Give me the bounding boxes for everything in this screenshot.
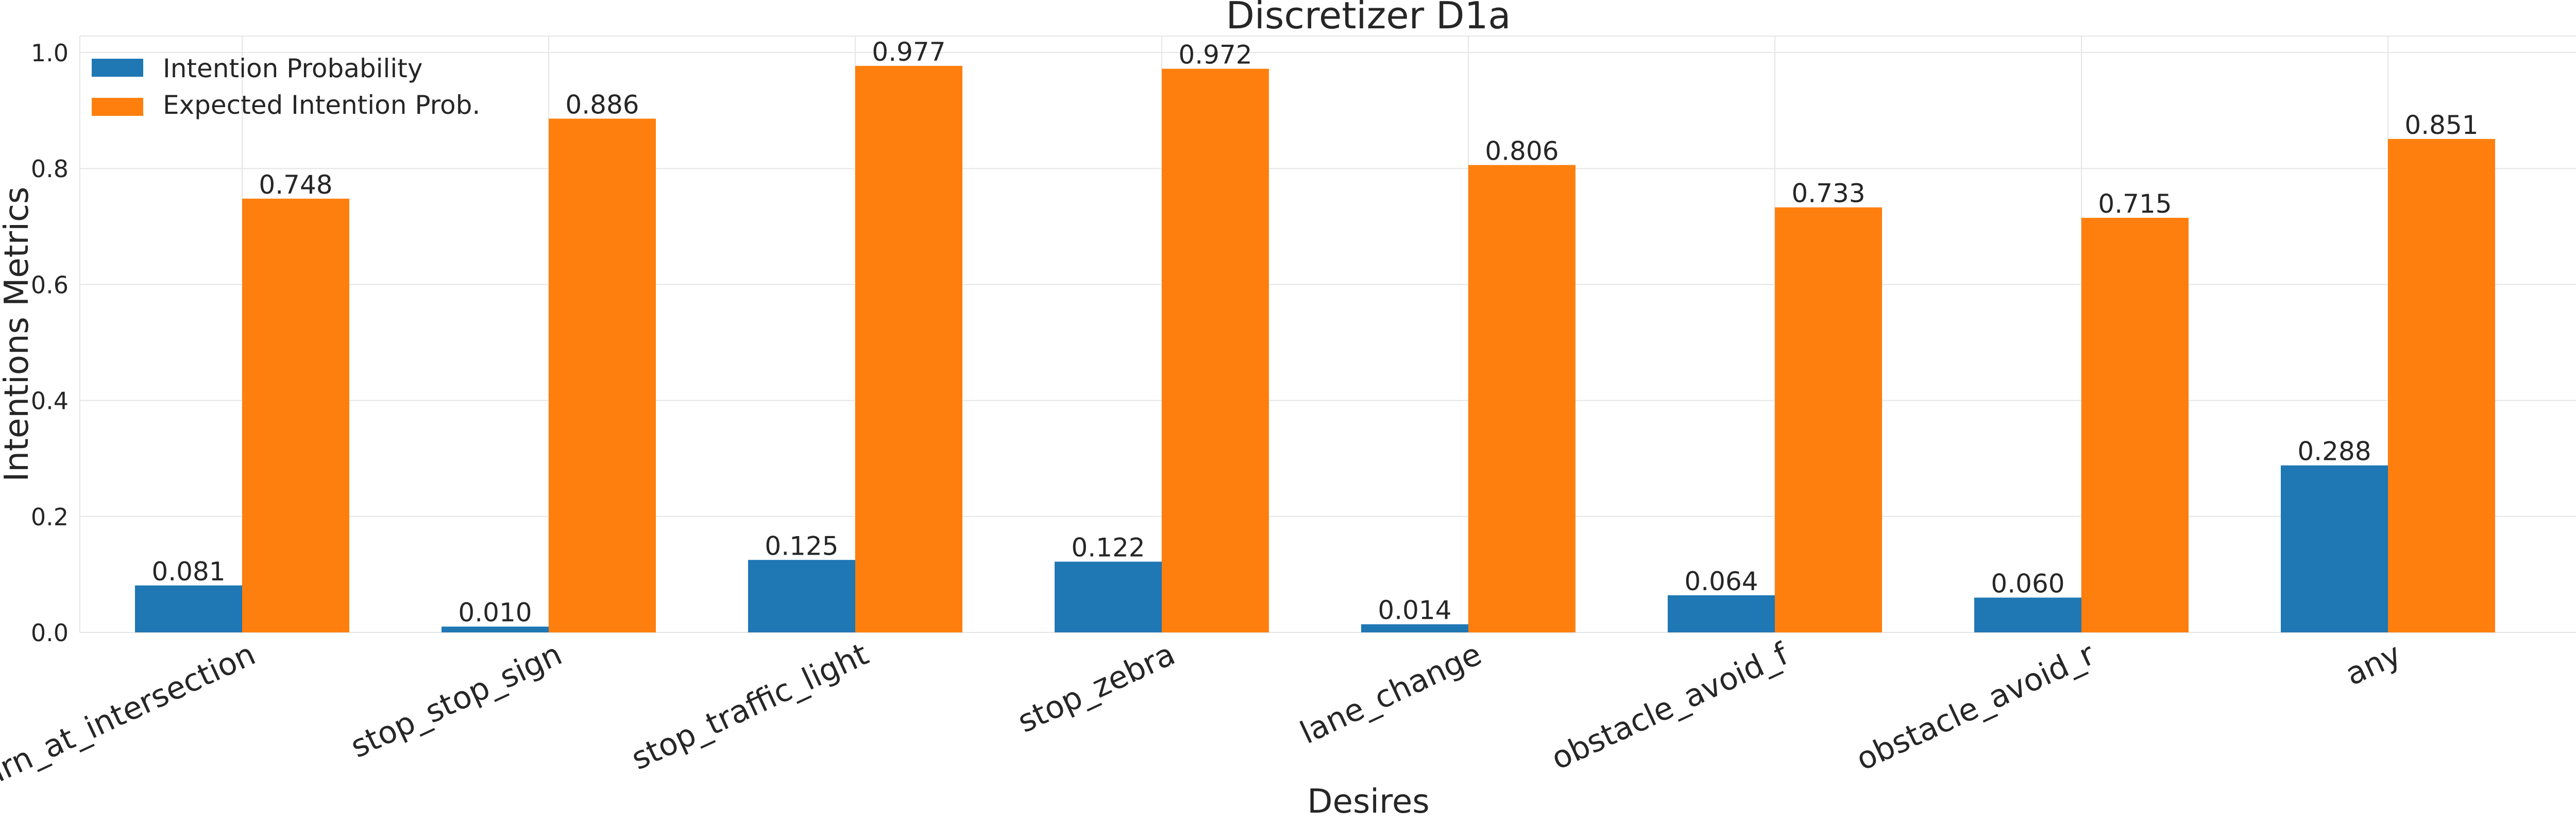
x-tick-label: lane_change xyxy=(1295,636,1487,751)
bar-value-label: 0.733 xyxy=(1791,179,1865,209)
x-tick-label: turn_at_intersection xyxy=(0,636,261,799)
bar-value-label: 0.288 xyxy=(2297,437,2371,467)
bar-value-label: 0.748 xyxy=(259,170,332,200)
legend-label-intention-probability: Intention Probability xyxy=(163,54,422,83)
legend: Intention Probability Expected Intention… xyxy=(92,54,480,120)
bar-expected-intention-prob xyxy=(1162,68,1269,633)
bar-expected-intention-prob xyxy=(855,65,962,633)
bar-intention-probability xyxy=(2281,465,2388,632)
x-tick-label: obstacle_avoid_f xyxy=(1546,635,1794,777)
bar-expected-intention-prob xyxy=(1468,165,1575,633)
bar-value-label: 0.125 xyxy=(765,531,838,561)
x-axis-ticks: turn_at_intersection stop_stop_sign stop_t… xyxy=(0,635,2406,799)
bar-value-label: 0.060 xyxy=(1991,569,2064,598)
y-tick-label: 0.8 xyxy=(31,155,69,183)
bar-intention-probability xyxy=(1055,561,1162,632)
bars xyxy=(135,65,2495,633)
bar-intention-probability xyxy=(1974,597,2081,632)
legend-swatch-intention-probability xyxy=(92,59,143,77)
bar-expected-intention-prob xyxy=(2081,217,2189,632)
bar-intention-probability xyxy=(1668,595,1775,632)
x-tick-label: stop_zebra xyxy=(1012,636,1180,740)
bar-value-label: 0.081 xyxy=(151,557,225,587)
y-tick-label: 0.0 xyxy=(31,619,69,647)
bar-value-label: 0.886 xyxy=(565,90,639,119)
bar-intention-probability xyxy=(1361,624,1468,632)
bar-expected-intention-prob xyxy=(1775,207,1882,633)
bar-value-label: 0.977 xyxy=(872,37,945,67)
y-tick-label: 1.0 xyxy=(31,39,69,67)
y-tick-label: 0.6 xyxy=(31,271,69,299)
bar-value-label: 0.851 xyxy=(2404,110,2478,140)
legend-label-expected-intention-prob: Expected Intention Prob. xyxy=(163,90,480,120)
bar-value-label: 0.064 xyxy=(1684,566,1758,596)
legend-swatch-expected-intention-prob xyxy=(92,98,143,116)
y-axis-ticks: 0.0 0.2 0.4 0.6 0.8 1.0 xyxy=(31,39,69,647)
data-labels: 0.081 0.010 0.125 0.122 0.014 0.064 0.060 0.288… xyxy=(151,37,2478,628)
bar-intention-probability xyxy=(135,585,242,632)
x-axis-label: Desires xyxy=(1307,783,1429,821)
bar-intention-probability xyxy=(442,626,549,632)
y-axis-label: Intentions Metrics xyxy=(0,186,36,482)
bar-value-label: 0.122 xyxy=(1071,533,1145,563)
chart-title: Discretizer D1a xyxy=(1226,0,1511,37)
y-tick-label: 0.4 xyxy=(31,387,69,415)
bar-value-label: 0.806 xyxy=(1485,136,1558,166)
bar-expected-intention-prob xyxy=(2388,139,2495,632)
x-tick-label: any xyxy=(2340,636,2407,693)
x-tick-label: stop_stop_sign xyxy=(345,636,567,765)
bar-value-label: 0.010 xyxy=(458,598,532,628)
x-tick-label: obstacle_avoid_r xyxy=(1851,636,2100,778)
bar-value-label: 0.715 xyxy=(2098,189,2172,219)
bar-expected-intention-prob xyxy=(549,118,656,632)
x-tick-label: stop_traffic_light xyxy=(626,636,874,777)
bar-value-label: 0.972 xyxy=(1178,40,1252,70)
bar-expected-intention-prob xyxy=(242,198,349,632)
bar-value-label: 0.014 xyxy=(1378,595,1451,625)
plot-area xyxy=(80,36,2576,632)
bar-intention-probability xyxy=(748,560,855,632)
y-tick-label: 0.2 xyxy=(31,503,69,531)
